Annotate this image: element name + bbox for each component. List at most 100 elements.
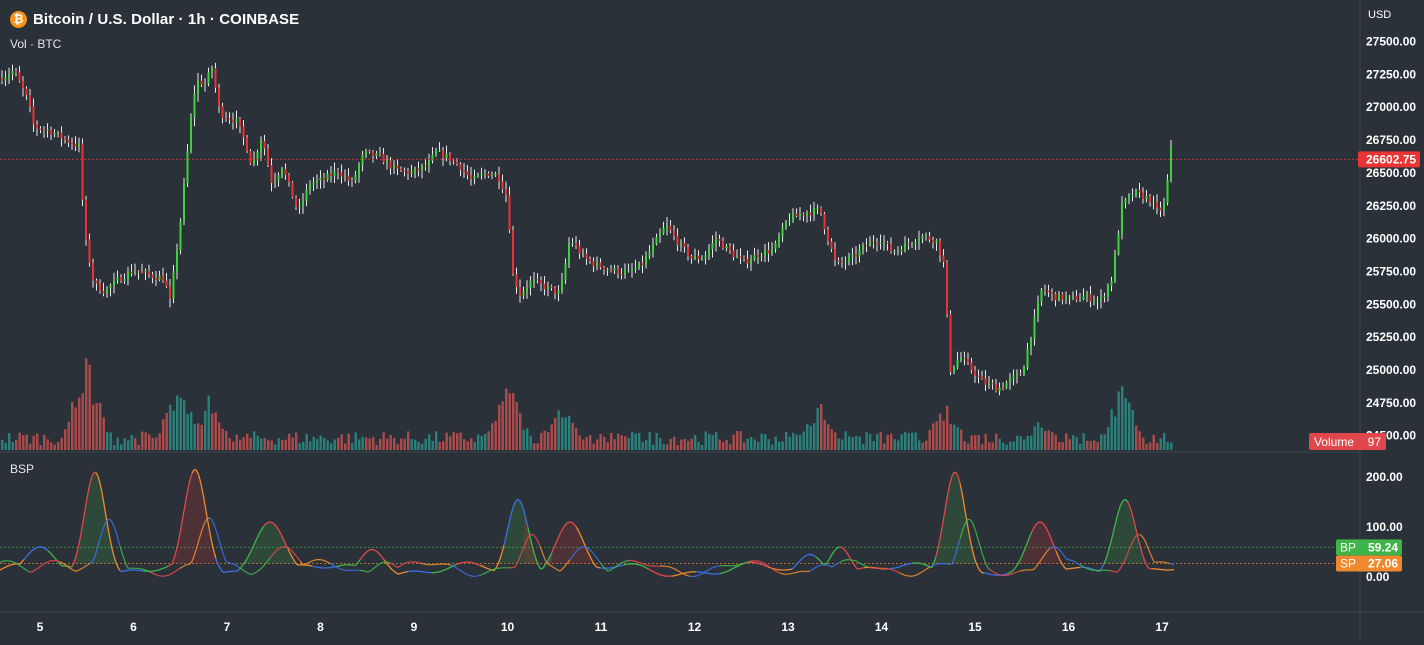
- candle-body: [778, 236, 780, 244]
- volume-bar: [60, 437, 63, 450]
- volume-bar: [1047, 430, 1050, 450]
- candle-body: [239, 118, 241, 127]
- volume-bar: [1166, 441, 1169, 450]
- candle-body: [186, 150, 189, 184]
- volume-bar: [1110, 409, 1113, 450]
- candle-body: [179, 221, 182, 251]
- candle-body: [71, 142, 73, 145]
- bsp-secondary-segment: [119, 546, 151, 573]
- candle-body: [148, 271, 150, 275]
- volume-bar: [473, 442, 476, 450]
- bsp-peak-area: [524, 511, 616, 564]
- bsp-line-segment: [455, 561, 481, 566]
- bsp-line-segment: [239, 525, 265, 569]
- volume-bar: [925, 440, 928, 450]
- symbol-header[interactable]: ₿ Bitcoin / U.S. Dollar · 1h · COINBASE: [10, 8, 299, 30]
- bsp-secondary-segment: [449, 564, 481, 577]
- bsp-line-segment: [1031, 521, 1057, 552]
- volume-bar: [281, 440, 284, 450]
- bsp-peak-area: [1089, 499, 1161, 564]
- volume-bar: [638, 432, 641, 450]
- volume-bar: [1086, 440, 1089, 450]
- candle-body: [1110, 280, 1113, 286]
- candle-body: [774, 243, 777, 249]
- candle-body: [1047, 290, 1050, 293]
- bsp-indicator: [0, 469, 1360, 578]
- volume-bar: [907, 433, 910, 450]
- time-tick-label: 14: [875, 620, 889, 634]
- time-tick-label: 15: [968, 620, 982, 634]
- bsp-secondary-segment: [899, 566, 931, 577]
- candle-body: [183, 183, 185, 222]
- candle-body: [50, 129, 52, 135]
- volume-bar: [911, 432, 914, 450]
- volume-bar: [564, 417, 567, 450]
- volume-bar: [288, 433, 291, 450]
- volume-bar: [46, 439, 49, 450]
- volume-bar: [844, 431, 847, 450]
- volume-bar: [1009, 441, 1012, 450]
- volume-legend[interactable]: Vol · BTC: [10, 37, 62, 51]
- bsp-peak-area: [159, 469, 231, 564]
- price-tick-label: 27000.00: [1366, 100, 1416, 114]
- volume-bar: [932, 423, 935, 450]
- candle-body: [1044, 289, 1046, 291]
- volume-bar: [480, 436, 483, 450]
- candle-body: [767, 250, 770, 254]
- candle-body: [414, 168, 416, 172]
- volume-bar: [312, 436, 315, 450]
- candle-body: [207, 72, 210, 84]
- bsp-secondary-segment: [719, 560, 751, 567]
- volume-bar: [652, 444, 655, 450]
- volume-bar: [862, 443, 865, 450]
- candle-body: [571, 242, 574, 244]
- volume-bar: [347, 433, 350, 450]
- volume-bar: [575, 428, 578, 450]
- volume-bar: [407, 431, 410, 450]
- volume-bar: [1065, 433, 1068, 450]
- candle-body: [1131, 195, 1134, 197]
- candle-body: [865, 245, 868, 247]
- volume-bar: [967, 443, 970, 450]
- candle-body: [302, 200, 304, 206]
- volume-bar: [648, 432, 651, 450]
- bsp-secondary-segment: [509, 533, 541, 569]
- volume-bar: [207, 395, 210, 450]
- volume-bar: [186, 414, 189, 450]
- volume-bar: [330, 443, 333, 450]
- candle-body: [36, 124, 38, 129]
- candle-body: [368, 150, 371, 152]
- volume-bar: [893, 439, 896, 450]
- volume-bar: [221, 428, 224, 450]
- bsp-line-segment: [23, 546, 49, 560]
- symbol-title: Bitcoin / U.S. Dollar · 1h · COINBASE: [33, 10, 300, 28]
- candle-body: [676, 235, 679, 246]
- candle-body: [1019, 373, 1022, 375]
- volume-bar: [323, 437, 326, 450]
- volume-bar: [1040, 427, 1043, 450]
- volume-bar: [1072, 435, 1075, 450]
- candle-body: [722, 240, 724, 249]
- candle-body: [169, 286, 171, 299]
- volume-bar: [890, 433, 893, 450]
- price-tick-label: 25250.00: [1366, 330, 1416, 344]
- candle-body: [711, 243, 714, 250]
- volume-bar: [15, 439, 18, 450]
- bsp-line-segment: [935, 471, 961, 557]
- volume-bar: [515, 401, 518, 450]
- volume-badge-label: Volume: [1314, 435, 1354, 449]
- candle-body: [851, 254, 854, 257]
- volume-bar: [659, 438, 662, 450]
- volume-bar: [354, 432, 357, 450]
- volume-bar: [708, 433, 711, 450]
- candle-body: [155, 277, 157, 280]
- candle-body: [130, 271, 133, 274]
- volume-bar: [540, 432, 543, 450]
- volume-bar: [466, 441, 469, 450]
- candle-body: [550, 286, 553, 288]
- candle-body: [8, 74, 10, 78]
- bsp-legend[interactable]: BSP: [10, 462, 35, 476]
- volume-bar: [834, 432, 837, 450]
- volume-bar: [99, 402, 102, 450]
